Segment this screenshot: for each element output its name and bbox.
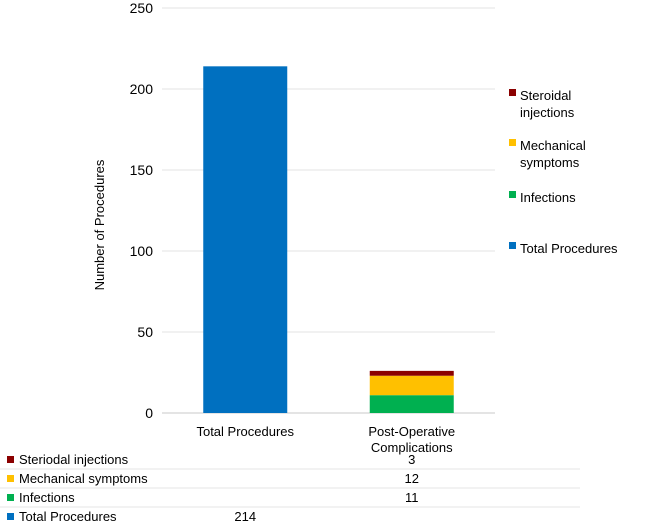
y-tick-label-250: 250 bbox=[130, 0, 154, 16]
legend-label-infections: Infections bbox=[520, 190, 576, 205]
legend-label-total-procedures: Total Procedures bbox=[520, 241, 618, 256]
legend-item-total-procedures: Total Procedures bbox=[509, 241, 618, 256]
bar-infections-post-operative-complications bbox=[369, 395, 454, 413]
data-table-row-steriodal-injections: Steriodal injections 3 bbox=[7, 452, 415, 467]
data-table-row-total-procedures: Total Procedures 214 bbox=[7, 509, 256, 522]
legend-item-mechanical-symptoms: Mechanical symptoms bbox=[509, 138, 586, 170]
data-table-swatch-mechanical-symptoms bbox=[7, 475, 14, 482]
legend-item-infections: Infections bbox=[509, 190, 576, 205]
data-table-value-steriodal-injections-post-operative-complications: 3 bbox=[408, 452, 415, 467]
y-tick-label-0: 0 bbox=[145, 405, 153, 421]
data-table-swatch-total-procedures bbox=[7, 513, 14, 520]
data-table-label-total-procedures: Total Procedures bbox=[19, 509, 117, 522]
data-table-value-infections-post-operative-complications: 11 bbox=[405, 490, 419, 505]
legend-label-mechanical-symptoms: Mechanical symptoms bbox=[520, 138, 586, 170]
data-table-label-infections: Infections bbox=[19, 490, 75, 505]
data-table-swatch-infections bbox=[7, 494, 14, 501]
data-table-row-mechanical-symptoms: Mechanical symptoms 12 bbox=[7, 471, 419, 486]
data-table-swatch-steriodal-injections bbox=[7, 456, 14, 463]
data-table-value-mechanical-symptoms-post-operative-complications: 12 bbox=[405, 471, 419, 486]
data-table-value-total-procedures-total-procedures: 214 bbox=[234, 509, 256, 522]
legend-item-steroidal-injections: Steroidal injections bbox=[509, 88, 575, 120]
legend-swatch-total-procedures bbox=[509, 242, 516, 249]
legend-swatch-infections bbox=[509, 191, 516, 198]
data-table-label-steriodal-injections: Steriodal injections bbox=[19, 452, 129, 467]
bar-total-procedures-total-procedures bbox=[203, 66, 288, 413]
legend-label-steroidal-injections: Steroidal injections bbox=[520, 88, 575, 120]
data-table: Steriodal injections 3 Mechanical symptoms… bbox=[0, 452, 580, 522]
y-axis-title: Number of Procedures bbox=[92, 159, 107, 290]
data-table-label-mechanical-symptoms: Mechanical symptoms bbox=[19, 471, 148, 486]
x-category-label-post-operative-complications: Post-Operative Complications bbox=[368, 424, 455, 455]
data-table-row-infections: Infections 11 bbox=[7, 490, 419, 505]
y-tick-label-100: 100 bbox=[130, 243, 154, 259]
bar-steroidal-injections-post-operative-complications bbox=[369, 370, 454, 376]
y-tick-label-200: 200 bbox=[130, 81, 154, 97]
x-category-label-total-procedures: Total Procedures bbox=[196, 424, 294, 439]
y-tick-label-50: 50 bbox=[137, 324, 153, 340]
bar-mechanical-symptoms-post-operative-complications bbox=[369, 375, 454, 396]
legend-swatch-steroidal-injections bbox=[509, 89, 516, 96]
y-tick-label-150: 150 bbox=[130, 162, 154, 178]
legend-swatch-mechanical-symptoms bbox=[509, 139, 516, 146]
